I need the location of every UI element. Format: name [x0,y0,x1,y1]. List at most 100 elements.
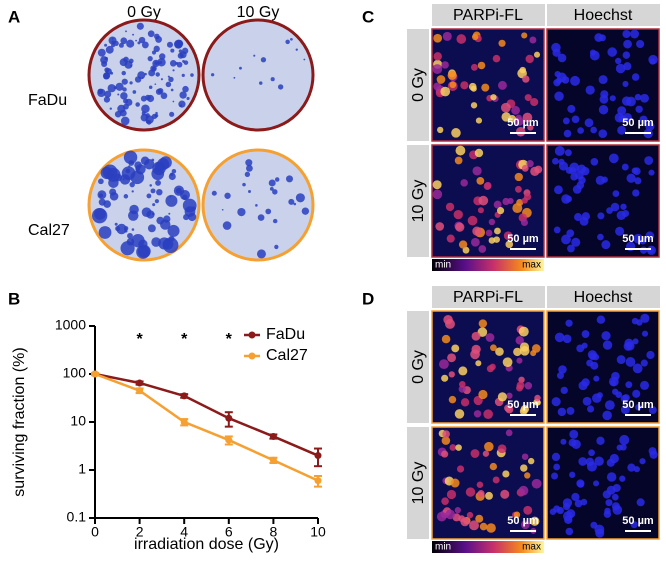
colony [167,224,180,237]
cell [644,156,654,165]
cell [617,106,627,116]
cell [497,392,507,402]
colony [127,232,133,239]
colony [293,202,297,206]
cell [522,75,530,83]
cell [454,156,463,165]
data-point [180,392,188,400]
cell [619,115,627,123]
colony [171,169,177,174]
cell [623,39,632,49]
colony [239,66,242,70]
colony [242,182,246,187]
cell [533,51,541,58]
colony [129,81,133,85]
cell [631,73,640,81]
colony [141,77,144,79]
colony [137,41,141,45]
colony [129,204,139,215]
cell [441,450,449,458]
cell [493,200,502,209]
cell [492,476,500,484]
row-header [407,29,429,141]
cell [470,63,478,71]
colony [150,188,156,194]
cell [557,53,567,63]
cell [471,33,479,41]
cell [574,499,583,508]
colony [104,43,108,47]
cell [640,313,650,323]
cell [571,237,581,247]
cell [516,381,525,390]
cell [527,124,534,131]
cell [632,338,639,345]
column-label: Hoechst [574,289,633,306]
cell [505,429,513,437]
data-point [225,414,233,422]
colony [125,30,127,33]
cell [456,34,467,44]
colony [154,83,157,85]
cell [454,507,461,514]
colony [159,156,172,169]
colony [103,200,111,208]
significance-mark: * [226,331,233,348]
cell [619,434,630,445]
cell [625,381,633,389]
cell [485,229,493,237]
column-label: 0 Gy [127,4,161,21]
y-tick-label: 1000 [55,317,86,333]
row-label: 10 Gy [410,462,427,505]
cell [551,472,559,480]
colony [155,179,161,186]
cell [469,520,479,531]
cell [622,29,631,39]
cell [568,438,577,447]
colony [272,218,278,224]
cell [607,47,617,57]
colony [98,178,104,185]
cell [569,162,580,173]
cell [520,464,528,472]
cell [645,121,655,131]
colony [190,73,194,77]
colony [113,86,117,90]
cell [519,66,526,74]
cell [518,376,525,383]
colony [301,207,310,215]
cell [485,491,493,500]
cell [505,240,514,249]
cell [633,466,640,473]
cell [527,457,535,465]
cell [621,163,629,171]
cell [560,438,567,445]
cell [603,510,612,518]
colorbar-max: max [522,260,541,271]
cell [522,112,533,123]
cell [601,240,611,250]
cell [524,472,531,479]
colony [146,193,152,199]
colony [134,76,142,83]
cell [646,350,655,360]
cell [445,509,455,520]
cell [478,245,487,253]
cell [590,126,597,134]
significance-mark: * [136,331,143,348]
colorbar [432,259,544,271]
cell [432,64,443,74]
colony [159,61,163,65]
cell [440,86,451,97]
cell [446,234,455,243]
colony [131,234,145,248]
colony [102,164,118,180]
cell [473,410,482,418]
cell [612,505,623,515]
x-tick-label: 4 [180,524,188,540]
scale-bar-label: 50 µm [622,117,654,129]
colony [295,48,298,51]
colony [141,104,150,114]
colony [131,190,134,193]
colony [120,116,130,126]
